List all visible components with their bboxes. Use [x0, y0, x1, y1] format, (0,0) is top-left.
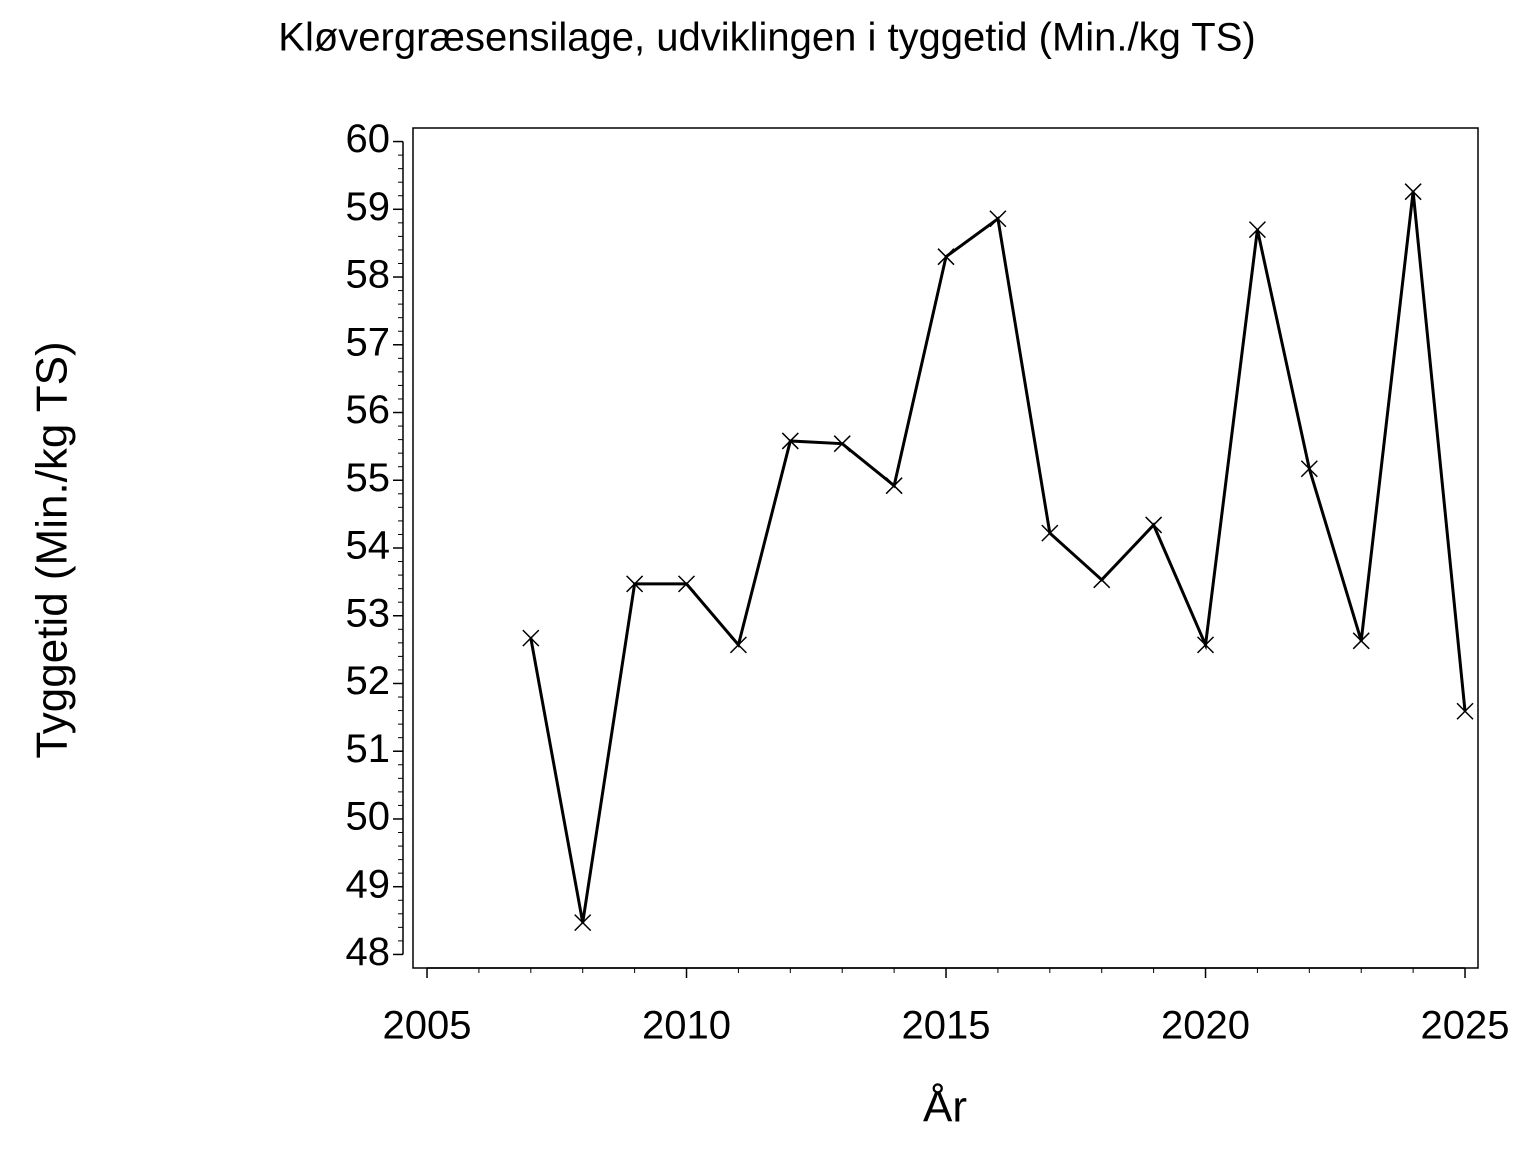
- x-tick-label: 2005: [383, 1004, 472, 1048]
- y-tick-label: 48: [346, 930, 391, 974]
- y-tick-label: 59: [346, 185, 391, 229]
- y-tick-label: 58: [346, 253, 391, 297]
- y-tick-label: 52: [346, 659, 391, 703]
- data-marker: [1456, 702, 1474, 720]
- data-marker: [1404, 183, 1422, 201]
- data-marker: [677, 575, 696, 593]
- x-axis-label: År: [923, 1083, 967, 1132]
- y-tick-label: 49: [346, 862, 391, 906]
- chart-title: Kløvergræsensilage, udviklingen i tygget…: [278, 16, 1255, 60]
- data-marker: [1352, 632, 1370, 650]
- data-marker: [989, 210, 1007, 228]
- data-line: [529, 191, 1467, 923]
- y-tick-label: 57: [346, 320, 391, 364]
- data-marker: [522, 629, 540, 647]
- y-tick-label: 53: [346, 591, 391, 635]
- y-tick-label: 50: [346, 795, 391, 839]
- data-marker: [937, 248, 955, 266]
- x-tick-label: 2025: [1421, 1004, 1510, 1048]
- y-tick-label: 54: [346, 524, 391, 568]
- data-marker: [626, 575, 644, 593]
- data-marker: [781, 432, 799, 450]
- data-marker: [1093, 571, 1111, 589]
- data-marker: [1300, 460, 1318, 478]
- x-tick-label: 2020: [1161, 1004, 1250, 1048]
- data-marker: [729, 636, 747, 654]
- y-tick-label: 55: [346, 456, 391, 500]
- data-marker: [574, 914, 592, 932]
- data-marker: [833, 435, 851, 453]
- x-tick-label: 2015: [902, 1004, 991, 1048]
- data-marker: [1248, 221, 1266, 239]
- y-tick-label: 56: [346, 388, 391, 432]
- y-tick-label: 60: [346, 117, 391, 161]
- data-marker: [1145, 516, 1163, 534]
- y-axis-label: Tyggetid (Min./kg TS): [28, 341, 77, 758]
- data-marker: [1041, 524, 1059, 542]
- plot-frame: [412, 127, 1479, 969]
- y-tick-label: 51: [346, 727, 391, 771]
- data-marker: [1196, 636, 1215, 654]
- data-marker: [885, 477, 903, 495]
- x-tick-label: 2010: [642, 1004, 731, 1048]
